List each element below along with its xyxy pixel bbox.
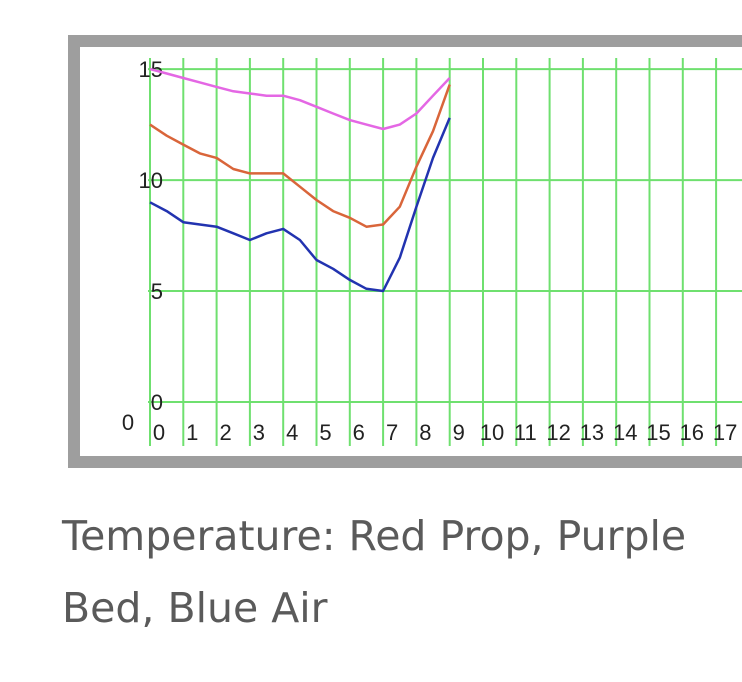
caption: Temperature: Red Prop, Purple Bed, Blue … [62,512,687,632]
x-tick-label: 12 [546,420,570,445]
x-tick-label: 9 [453,420,465,445]
x-tick-label: 3 [253,420,265,445]
data-line [149,117,451,293]
x-tick-label: 8 [419,420,431,445]
x-tick-label: 6 [353,420,365,445]
y-tick-label: 10 [139,168,163,193]
data-line [149,67,451,131]
chart-frame [68,35,742,468]
x-tick-label: 17 [713,420,737,445]
x-tick-label: 1 [186,420,198,445]
origin-label: 0 [122,410,134,435]
y-tick-label: 0 [151,390,163,415]
x-tick-label: 13 [580,420,604,445]
x-tick-label: 14 [613,420,637,445]
x-tick-label: 5 [319,420,331,445]
x-tick-label: 0 [153,420,165,445]
x-tick-label: 15 [646,420,670,445]
x-tick-label: 2 [219,420,231,445]
x-tick-label: 16 [680,420,704,445]
y-tick-label: 5 [151,279,163,304]
x-tick-label: 11 [514,420,537,445]
x-tick-label: 10 [480,420,504,445]
data-line [149,84,451,228]
x-tick-label: 4 [286,420,298,445]
x-tick-label: 7 [386,420,398,445]
